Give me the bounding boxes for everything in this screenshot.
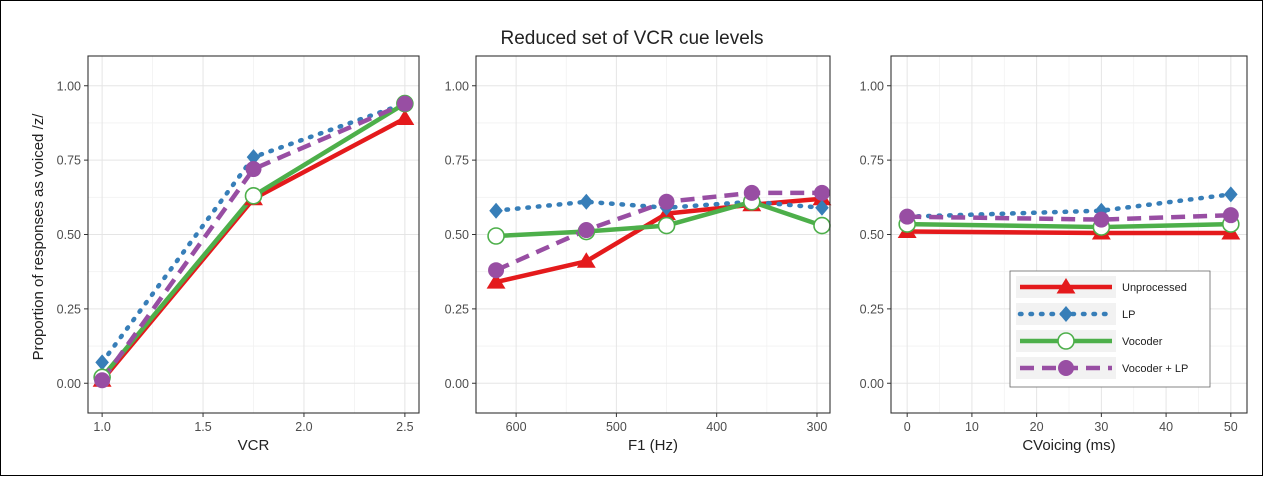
- x-tick-label: 10: [965, 420, 979, 434]
- data-point-vocoder-lp: [1222, 207, 1239, 224]
- x-tick-label: 2.0: [295, 420, 312, 434]
- panels: 0.000.250.500.751.001.0 1.5 2.0 2.5VCR0.000…: [57, 55, 1248, 454]
- series-points: [486, 184, 832, 289]
- legend-item-unprocessed: Unprocessed: [1016, 276, 1187, 298]
- y-tick-label: 0.75: [860, 154, 884, 168]
- x-tick-label: 50: [1224, 420, 1238, 434]
- y-tick-label: 0.50: [445, 228, 469, 242]
- x-tick-label: 500: [606, 420, 627, 434]
- y-tick-label: 1.00: [445, 79, 469, 93]
- y-tick-label: 0.75: [445, 154, 469, 168]
- y-tick-label: 0.50: [57, 228, 81, 242]
- data-point-vocoder: [813, 216, 831, 235]
- legend-item-lp: LP: [1016, 303, 1135, 325]
- series-points: [897, 186, 1241, 240]
- data-point-lp: [1224, 186, 1238, 203]
- data-point-vocoder-lp: [245, 161, 262, 178]
- y-tick-label: 0.00: [57, 377, 81, 391]
- data-point-vocoder-lp: [899, 208, 916, 225]
- x-tick-label: 300: [807, 420, 828, 434]
- legend-marker-unprocessed: [1056, 278, 1076, 294]
- data-point-lp: [246, 149, 261, 166]
- data-point-vocoder: [487, 227, 505, 245]
- y-tick-label: 0.25: [445, 302, 469, 316]
- panel-3: 0.00 0.25 0.50 0.75 1.00 0 10 20 30 40 50 CVoicing …: [860, 55, 1248, 454]
- data-point-vocoder-lp: [813, 184, 830, 201]
- panel-2: 0.00 0.25 0.50 0.75 1.00 600 500 400 300 F1 (Hz): [445, 55, 832, 454]
- data-point-vocoder-lp: [396, 95, 413, 112]
- data-point-vocoder: [657, 216, 676, 235]
- data-point-vocoder-lp: [578, 222, 595, 239]
- data-point-lp: [95, 354, 109, 371]
- legend-label: Unprocessed: [1122, 282, 1187, 294]
- y-tick-label: 1.00: [860, 79, 884, 93]
- legend: Unprocessed LP Vocoder Vocoder + LP: [1009, 270, 1211, 388]
- x-tick-label: 30: [1094, 420, 1108, 434]
- legend-marker-vocoder-lp: [1058, 360, 1074, 376]
- legend-label: Vocoder: [1122, 336, 1163, 348]
- y-tick-label: 0.25: [860, 302, 884, 316]
- x-tick-label: 20: [1030, 420, 1044, 434]
- y-tick-label: 0.00: [445, 377, 469, 391]
- y-tick-label: 0.25: [57, 302, 81, 316]
- data-point-vocoder-lp: [658, 193, 675, 210]
- x-axis-label: F1 (Hz): [628, 437, 678, 454]
- legend-marker-vocoder: [1057, 332, 1075, 350]
- legend-label: Vocoder + LP: [1122, 363, 1188, 375]
- x-tick-label: 40: [1159, 420, 1173, 434]
- data-point-unprocessed: [395, 109, 415, 125]
- panel-border: [87, 55, 420, 414]
- x-tick-label: 1.0: [93, 420, 110, 434]
- chart-title: Reduced set of VCR cue levels: [501, 28, 764, 49]
- y-axis-label: Proportion of responses as voiced /z/: [30, 113, 47, 361]
- x-tick-label: 1.5: [194, 420, 211, 434]
- legend-marker-lp: [1059, 306, 1073, 322]
- data-point-lp: [579, 193, 594, 210]
- legend-label: LP: [1122, 309, 1135, 321]
- x-tick-label: 600: [506, 420, 527, 434]
- series-line-lp: [904, 192, 1234, 219]
- legend-item-vocoder: Vocoder: [1016, 330, 1163, 352]
- series-points: [92, 94, 415, 389]
- series-line-unprocessed: [907, 229, 1231, 236]
- legend-item-vocoder-lp: Vocoder + LP: [1016, 357, 1188, 379]
- data-point-vocoder-lp: [743, 184, 760, 201]
- panel-border: [890, 55, 1248, 414]
- x-axis-label: CVoicing (ms): [1022, 437, 1115, 454]
- panel-border: [475, 55, 831, 414]
- panel-1: 0.00 0.25 0.50 0.75 1.00 1.0 1.5 2.0 2.5 VCR: [57, 55, 420, 454]
- y-tick-label: 0.75: [57, 154, 81, 168]
- x-tick-label: 2.5: [396, 420, 413, 434]
- data-point-lp: [489, 202, 503, 219]
- y-tick-label: 0.00: [860, 377, 884, 391]
- x-tick-label: 400: [706, 420, 727, 434]
- data-point-vocoder-lp: [1093, 211, 1110, 228]
- y-tick-label: 1.00: [57, 79, 81, 93]
- data-point-vocoder-lp: [94, 372, 111, 389]
- data-point-vocoder: [244, 187, 263, 205]
- data-point-lp: [815, 199, 829, 216]
- x-tick-label: 0: [904, 420, 911, 434]
- data-point-vocoder-lp: [488, 262, 505, 279]
- data-point-unprocessed: [576, 252, 596, 268]
- y-tick-label: 0.50: [860, 228, 884, 242]
- series-line-vocoder: [907, 221, 1231, 230]
- data-point-unprocessed: [486, 273, 506, 289]
- x-axis-label: VCR: [238, 437, 270, 454]
